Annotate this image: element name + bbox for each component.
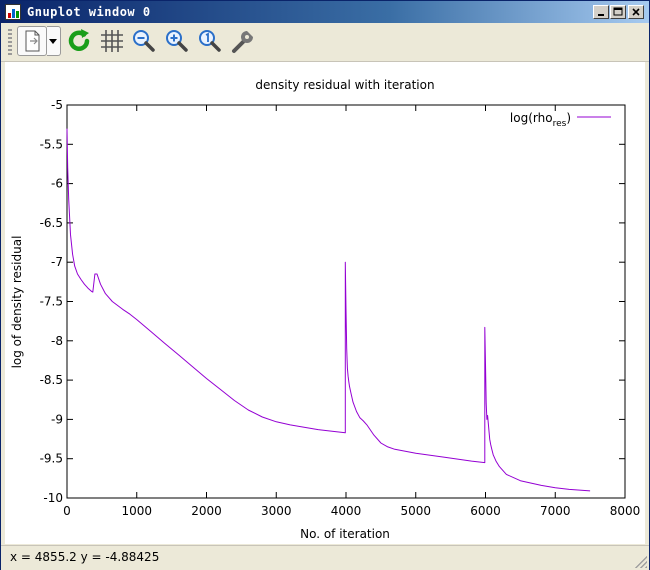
x-tick-label: 4000 — [331, 504, 362, 518]
refresh-icon — [68, 29, 90, 51]
options-button[interactable] — [228, 26, 258, 56]
x-tick-label: 0 — [63, 504, 71, 518]
legend: log(rhores) — [510, 111, 611, 129]
zoom-next-button[interactable] — [162, 26, 192, 56]
zoom-in-icon — [166, 30, 188, 52]
y-tick-label: -9.5 — [40, 452, 63, 466]
copy-options-dropdown[interactable] — [47, 26, 61, 56]
x-tick-label: 1000 — [121, 504, 152, 518]
chevron-down-icon — [49, 39, 57, 44]
autoscale-button[interactable] — [195, 26, 225, 56]
toggle-grid-button[interactable] — [97, 26, 127, 56]
cursor-coordinates: x = 4855.2 y = -4.88425 — [10, 550, 160, 564]
x-tick-label: 5000 — [400, 504, 431, 518]
copy-icon — [25, 30, 40, 52]
copy-to-clipboard-button[interactable] — [17, 26, 47, 56]
title-bar[interactable]: Gnuplot window 0 — [1, 1, 649, 23]
zoom-reset-icon — [199, 30, 221, 52]
window-title: Gnuplot window 0 — [27, 5, 151, 19]
x-tick-label: 8000 — [610, 504, 641, 518]
y-tick-label: -8 — [51, 334, 63, 348]
maximize-icon — [613, 7, 623, 16]
legend-entry-label: log(rhores) — [510, 111, 571, 129]
y-tick-label: -9 — [51, 412, 63, 426]
resize-grip[interactable] — [635, 556, 647, 568]
x-tick-label: 7000 — [540, 504, 571, 518]
y-tick-label: -10 — [43, 491, 63, 505]
density-residual-line — [66, 128, 591, 492]
plot-area[interactable]: density residual with iteration No. of i… — [5, 62, 645, 544]
y-tick-label: -7 — [51, 255, 63, 269]
y-tick-label: -8.5 — [40, 373, 63, 387]
zoom-out-icon — [133, 30, 155, 52]
y-axis-label: log of density residual — [10, 236, 24, 369]
x-tick-label: 2000 — [191, 504, 222, 518]
minimize-icon — [598, 14, 604, 16]
status-bar: x = 4855.2 y = -4.88425 — [1, 545, 649, 570]
close-icon — [632, 8, 640, 16]
grid-icon — [101, 30, 123, 52]
zoom-previous-button[interactable] — [129, 26, 159, 56]
close-button[interactable] — [628, 5, 644, 19]
y-tick-label: -6.5 — [40, 216, 63, 230]
maximize-button[interactable] — [610, 5, 626, 19]
density-residual-chart[interactable]: density residual with iteration No. of i… — [5, 62, 645, 544]
x-tick-label: 3000 — [261, 504, 292, 518]
replot-button[interactable] — [65, 26, 95, 56]
minimize-button[interactable] — [593, 5, 609, 19]
gnuplot-app-icon[interactable] — [5, 4, 21, 20]
x-axis-label: No. of iteration — [300, 527, 390, 541]
toolbar — [1, 23, 649, 62]
y-tick-label: -5 — [51, 98, 63, 112]
toolbar-grip[interactable] — [8, 29, 12, 55]
x-tick-label: 6000 — [470, 504, 501, 518]
y-tick-label: -6 — [51, 177, 63, 191]
y-tick-label: -5.5 — [40, 137, 63, 151]
wrench-icon — [232, 30, 254, 53]
chart-title: density residual with iteration — [255, 78, 434, 92]
y-tick-label: -7.5 — [40, 295, 63, 309]
